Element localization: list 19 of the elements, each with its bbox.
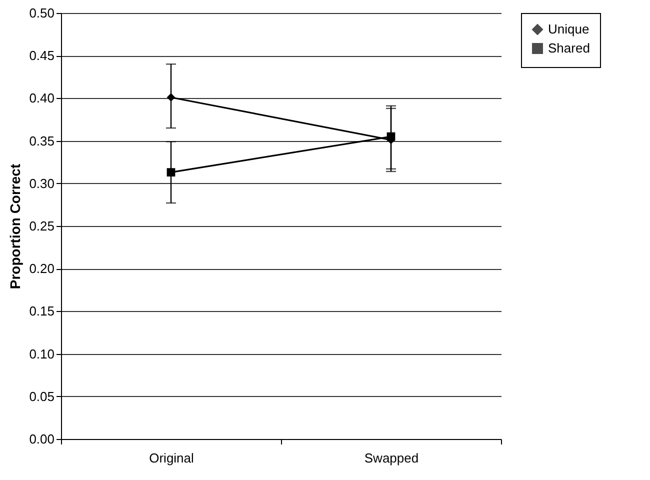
- x-tick-label: Swapped: [364, 450, 419, 466]
- point: [166, 168, 176, 177]
- y-tick-label: 0.40: [29, 90, 54, 106]
- y-tick-label: 0.05: [29, 388, 54, 404]
- y-tick-label: 0.20: [29, 261, 54, 276]
- y-tick-label: 0.00: [29, 432, 54, 446]
- point: [386, 132, 396, 141]
- y-tick-label: 0.25: [29, 218, 54, 234]
- legend-label: Unique: [548, 22, 590, 36]
- y-tick-label: 0.30: [29, 176, 54, 191]
- y-tick-label: 0.10: [29, 346, 54, 362]
- legend-label: Shared: [548, 40, 590, 56]
- x-tick-label: Original: [149, 450, 194, 466]
- y-tick-label: 0.50: [29, 6, 54, 20]
- y-tick-label: 0.45: [29, 48, 54, 64]
- y-axis-title: Proportion Correct: [7, 164, 24, 290]
- point: [166, 93, 176, 102]
- y-tick-label: 0.15: [29, 304, 54, 319]
- y-tick-label: 0.35: [29, 133, 54, 148]
